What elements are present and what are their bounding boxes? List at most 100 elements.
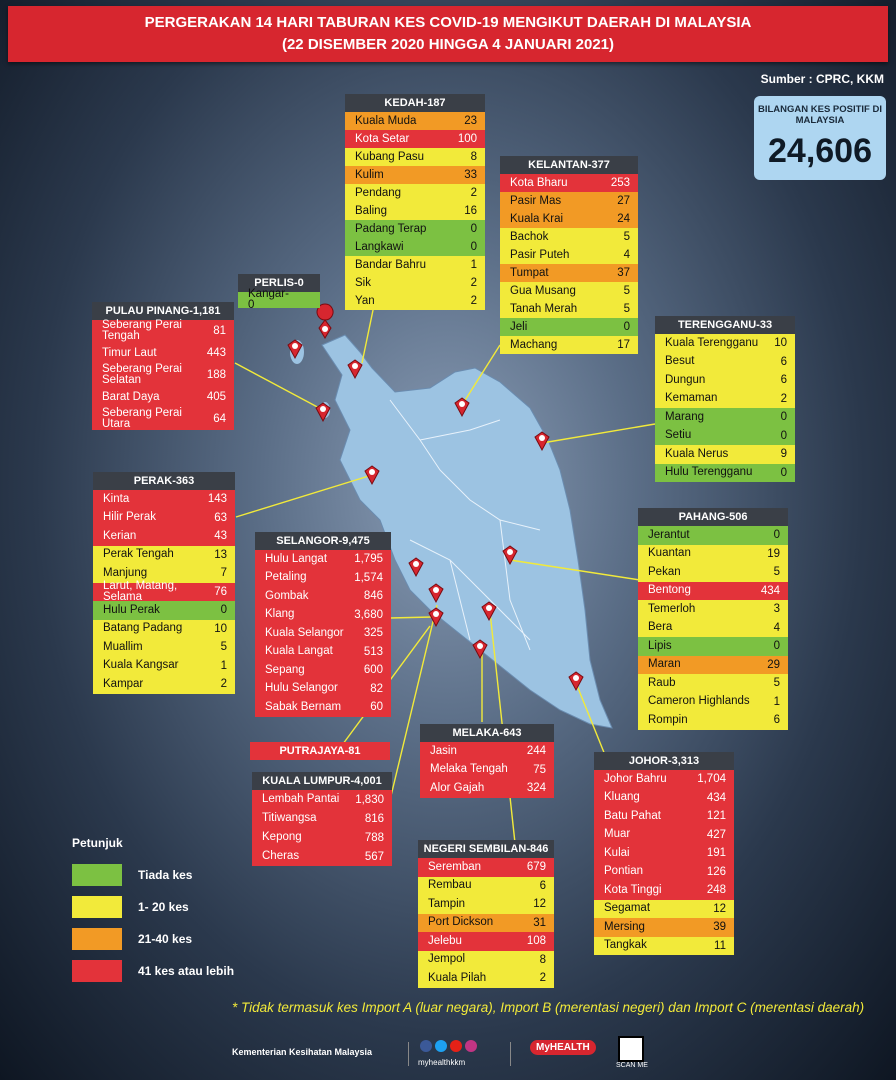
legend-swatch-orange — [72, 928, 122, 950]
perlis-header: PERLIS-0 — [238, 274, 320, 292]
district-value: 82 — [370, 682, 383, 695]
pahang-header: PAHANG-506 — [638, 508, 788, 526]
total-cases-label: BILANGAN KES POSITIF DI MALAYSIA — [757, 104, 883, 126]
district-name: Kepong — [262, 831, 302, 843]
district-row: Marang 0 — [655, 408, 795, 427]
district-row: Alor Gajah 324 — [420, 779, 554, 798]
district-value: 3 — [773, 603, 780, 616]
district-name: Seberang Perai Selatan — [102, 363, 182, 386]
district-row: Gua Musang 5 — [500, 282, 638, 300]
table-terengganu: TERENGGANU-33 Kuala Terengganu 10 Besut 6 Dun… — [655, 316, 795, 482]
district-name: Kangar-0 — [248, 288, 289, 311]
district-name: Padang Terap — [355, 222, 427, 235]
district-value: 0 — [780, 466, 787, 479]
district-name: Johor Bahru — [604, 772, 667, 785]
qr-code[interactable] — [618, 1036, 644, 1062]
district-row: Kangar-0 — [238, 288, 320, 311]
district-value: 0 — [780, 411, 787, 424]
district-name: Bentong — [648, 584, 691, 597]
district-value: 600 — [363, 664, 383, 677]
district-value: 1,795 — [354, 553, 383, 566]
district-name: Batang Padang — [103, 622, 183, 635]
district-row: Segamat 12 — [594, 899, 734, 918]
district-name: Maran — [648, 658, 681, 671]
total-cases-box: BILANGAN KES POSITIF DI MALAYSIA 24,606 — [754, 96, 886, 180]
district-value: 121 — [706, 810, 726, 823]
district-value: 0 — [623, 321, 630, 333]
district-name: Rompin — [648, 713, 688, 726]
facebook-icon[interactable] — [420, 1040, 432, 1052]
district-value: 81 — [213, 325, 226, 337]
district-value: 29 — [767, 658, 780, 671]
district-row: Bandar Bahru 1 — [345, 256, 485, 274]
instagram-icon[interactable] — [465, 1040, 477, 1052]
district-value: 9 — [780, 448, 787, 461]
district-row: Seremban 679 — [418, 858, 554, 877]
district-value: 0 — [470, 241, 477, 253]
district-row: Kuala Krai 24 — [500, 210, 638, 228]
district-value: 2 — [780, 392, 787, 405]
legend-title: Petunjuk — [72, 836, 123, 850]
youtube-icon[interactable] — [450, 1040, 462, 1052]
district-name: Manjung — [103, 566, 148, 579]
twitter-icon[interactable] — [435, 1040, 447, 1052]
district-value: 126 — [706, 865, 726, 878]
district-row: Jasin 244 — [420, 742, 554, 761]
social-handle: myhealthkkm — [418, 1058, 466, 1067]
district-value: 324 — [526, 782, 546, 795]
legend-swatch-green — [72, 864, 122, 886]
district-value: 0 — [220, 604, 227, 617]
district-row: Jeli 0 — [500, 318, 638, 336]
district-name: Jasin — [430, 744, 457, 757]
district-row: Kulai 191 — [594, 844, 734, 863]
source-label: Sumber : CPRC, KKM — [760, 72, 884, 86]
district-name: Jempol — [428, 953, 466, 966]
district-name: Kubang Pasu — [355, 150, 425, 163]
pinang-header: PULAU PINANG-1,181 — [92, 302, 234, 320]
legend-label-mid: 21-40 kes — [138, 932, 193, 946]
district-name: Pasir Puteh — [510, 248, 570, 261]
district-value: 679 — [526, 861, 546, 874]
district-name: Bera — [648, 621, 673, 634]
district-value: 2 — [470, 187, 477, 199]
pin-perlis — [316, 303, 334, 339]
social-icons — [420, 1040, 477, 1052]
district-value: 63 — [214, 511, 227, 524]
district-row: Sik 2 — [345, 274, 485, 292]
table-johor: JOHOR-3,313 Johor Bahru 1,704 Kluang 434 Batu… — [594, 752, 734, 955]
district-name: Hulu Selangor — [265, 682, 338, 695]
legend-swatch-red — [72, 960, 122, 982]
title-line-1: PERGERAKAN 14 HARI TABURAN KES COVID-19 … — [144, 14, 752, 31]
district-value: 27 — [617, 195, 630, 207]
district-row: Seberang Perai Selatan 188 — [92, 363, 234, 386]
district-row: Padang Terap 0 — [345, 220, 485, 238]
district-name: Klang — [265, 608, 295, 621]
legend-label-high: 41 kes atau lebih — [138, 964, 235, 978]
district-value: 64 — [213, 413, 226, 425]
district-row: Lipis 0 — [638, 637, 788, 656]
district-name: Pendang — [355, 186, 402, 199]
district-row: Rembau 6 — [418, 876, 554, 895]
district-row: Jempol 8 — [418, 950, 554, 969]
district-value: 100 — [457, 133, 477, 145]
district-row: Rompin 6 — [638, 711, 788, 730]
district-value: 244 — [526, 745, 546, 758]
district-value: 427 — [706, 828, 726, 841]
district-value: 60 — [370, 701, 383, 714]
district-name: Besut — [665, 355, 695, 368]
district-row: Barat Daya 405 — [92, 386, 234, 408]
district-row: Klang 3,680 — [255, 605, 391, 624]
district-row: Machang 17 — [500, 336, 638, 354]
district-value: 8 — [470, 151, 477, 163]
district-row: Hilir Perak 63 — [93, 508, 235, 527]
district-row: Kota Bharu 253 — [500, 174, 638, 192]
district-name: Mersing — [604, 920, 645, 933]
district-name: Larut, Matang, Selama — [103, 579, 178, 603]
district-name: Kulim — [355, 168, 384, 181]
district-row: Cheras 567 — [252, 847, 392, 866]
district-name: Alor Gajah — [430, 781, 485, 794]
table-putrajaya: PUTRAJAYA-81 — [250, 742, 390, 760]
district-value: 846 — [363, 590, 383, 603]
district-row: Batang Padang 10 — [93, 619, 235, 638]
district-row: Kuala Selangor 325 — [255, 624, 391, 643]
